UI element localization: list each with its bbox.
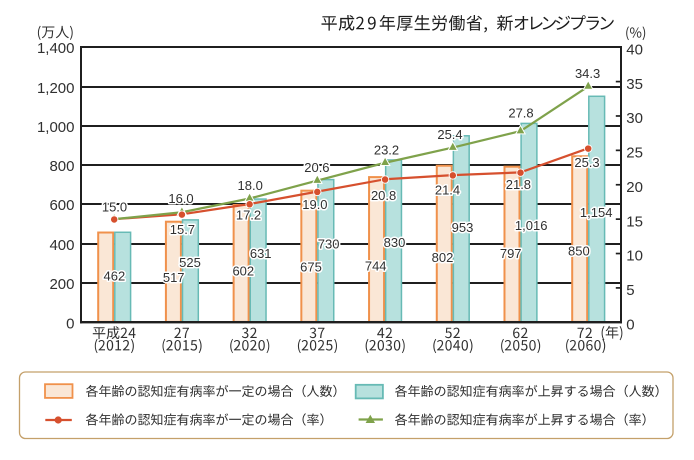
svg-text:1,200: 1,200 (37, 80, 75, 97)
svg-text:30: 30 (626, 110, 643, 127)
svg-text:23.2: 23.2 (374, 143, 399, 158)
svg-text:16.0: 16.0 (168, 191, 193, 206)
svg-text:19.0: 19.0 (302, 197, 327, 212)
svg-text:1,000: 1,000 (37, 119, 75, 136)
svg-text:34.3: 34.3 (575, 66, 600, 81)
svg-text:525: 525 (179, 255, 201, 270)
svg-text:17.2: 17.2 (236, 208, 261, 223)
svg-text:600: 600 (49, 197, 74, 214)
svg-text:730: 730 (318, 236, 340, 251)
svg-text:953: 953 (452, 220, 474, 235)
svg-text:25.4: 25.4 (437, 127, 462, 142)
svg-text:802: 802 (432, 250, 454, 265)
svg-text:21.4: 21.4 (435, 183, 460, 198)
svg-text:830: 830 (384, 235, 406, 250)
svg-text:800: 800 (49, 158, 74, 175)
svg-text:1,400: 1,400 (37, 40, 75, 57)
svg-text:25: 25 (626, 145, 643, 162)
svg-text:675: 675 (300, 260, 322, 275)
svg-text:15.7: 15.7 (170, 222, 195, 237)
svg-text:1,154: 1,154 (580, 205, 613, 220)
svg-text:21.8: 21.8 (506, 177, 531, 192)
svg-text:27.8: 27.8 (508, 105, 533, 120)
svg-text:462: 462 (104, 269, 126, 284)
svg-text:631: 631 (250, 246, 272, 261)
svg-text:0: 0 (626, 317, 634, 334)
svg-text:797: 797 (500, 246, 522, 261)
svg-text:0: 0 (66, 316, 74, 333)
svg-text:517: 517 (163, 270, 185, 285)
svg-text:744: 744 (365, 259, 387, 274)
svg-text:20.8: 20.8 (371, 188, 396, 203)
svg-text:5: 5 (626, 282, 634, 299)
svg-text:15.0: 15.0 (102, 200, 127, 215)
svg-text:400: 400 (49, 237, 74, 254)
svg-text:20: 20 (626, 179, 643, 196)
svg-text:1,016: 1,016 (515, 218, 548, 233)
svg-text:850: 850 (568, 244, 590, 259)
svg-text:40: 40 (626, 41, 643, 58)
svg-text:35: 35 (626, 76, 643, 93)
svg-text:15: 15 (626, 213, 643, 230)
svg-text:602: 602 (232, 263, 254, 278)
svg-text:25.3: 25.3 (574, 155, 599, 170)
svg-text:20.6: 20.6 (304, 160, 329, 175)
svg-text:10: 10 (626, 248, 643, 265)
svg-text:18.0: 18.0 (238, 178, 263, 193)
svg-text:200: 200 (49, 276, 74, 293)
